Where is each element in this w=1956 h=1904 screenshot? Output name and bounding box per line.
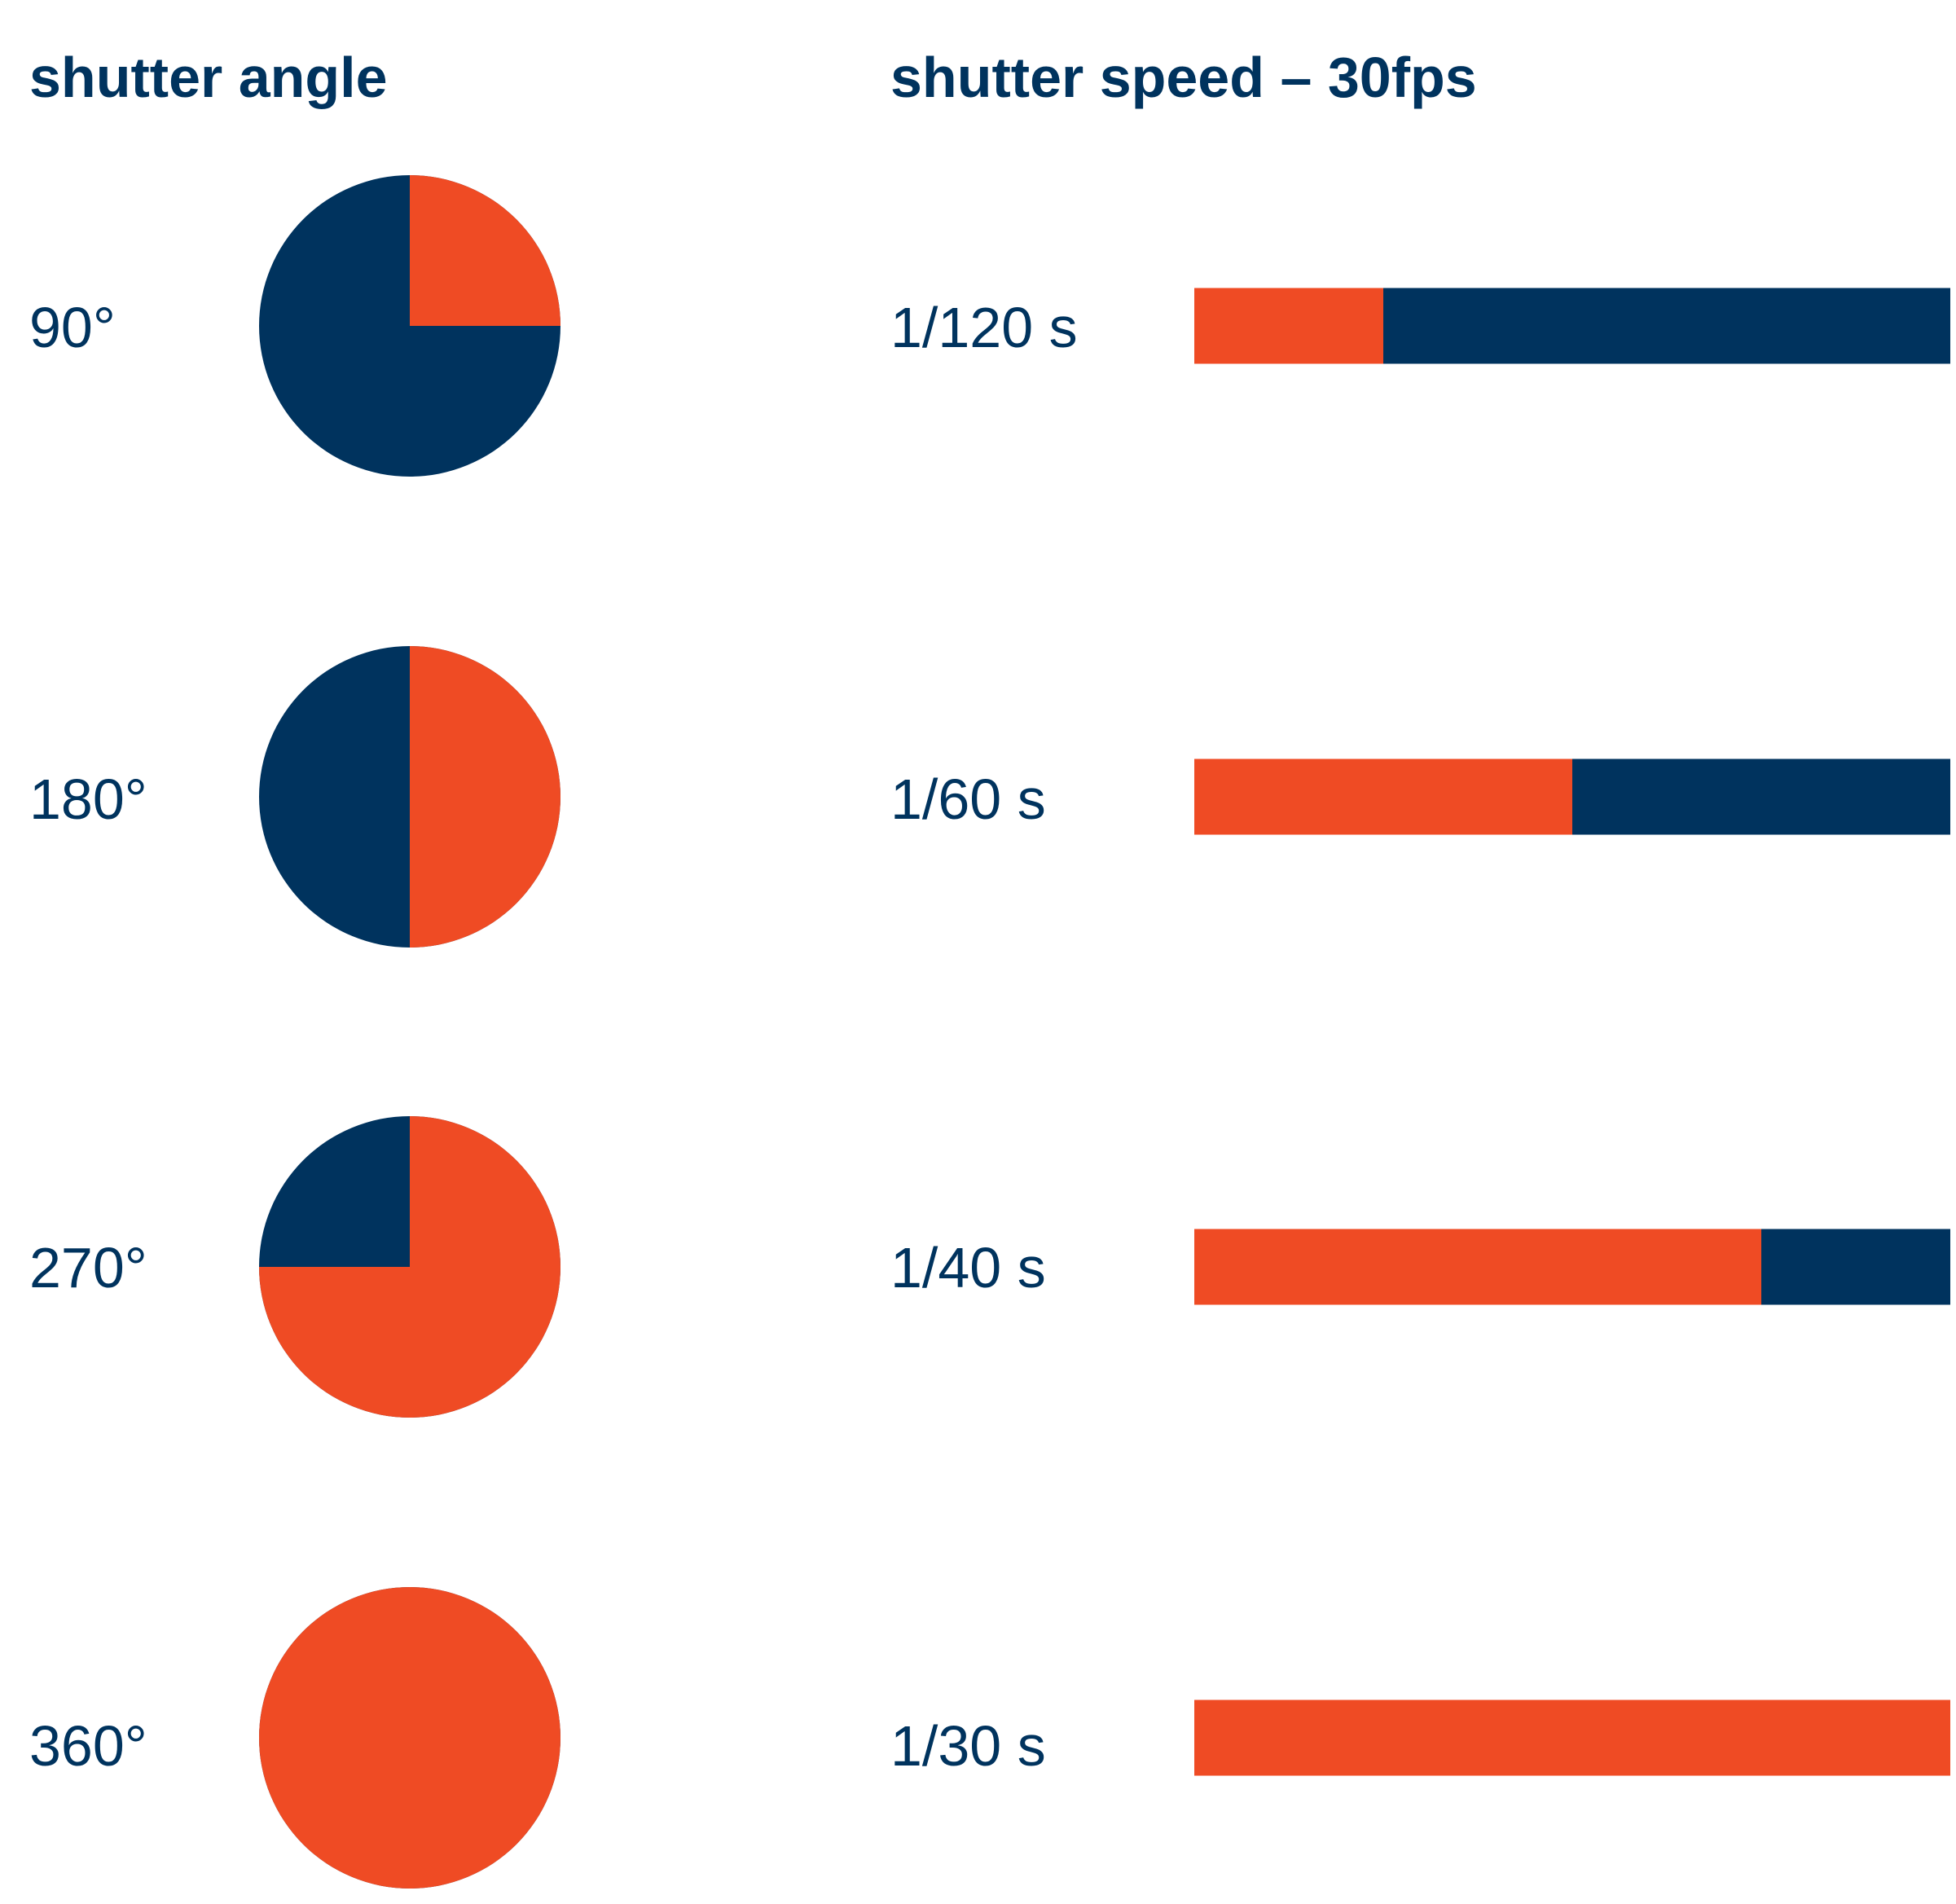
pie-open-sector [259, 1116, 560, 1418]
shutter-angle-heading: shutter angle [29, 46, 388, 109]
bar-open-segment [1194, 1700, 1950, 1776]
speed-label-1-30: 1/30 s [890, 1714, 1046, 1778]
bar-open-segment [1194, 1229, 1761, 1305]
exposure-bar-1-120 [1194, 288, 1950, 364]
shutter-pie-270 [259, 1116, 560, 1418]
exposure-bar-1-30 [1194, 1700, 1950, 1776]
shutter-speed-heading: shutter speed – 30fps [890, 46, 1477, 109]
bar-closed-segment [1761, 1229, 1950, 1305]
angle-label-180: 180° [29, 767, 147, 831]
bar-closed-segment [1383, 288, 1950, 364]
bar-open-segment [1194, 759, 1572, 835]
pie-open-sector [410, 175, 560, 326]
angle-label-360: 360° [29, 1714, 147, 1778]
bar-open-segment [1194, 288, 1383, 364]
speed-label-1-120: 1/120 s [890, 296, 1078, 359]
shutter-pie-90 [259, 175, 560, 477]
speed-label-1-60: 1/60 s [890, 767, 1046, 831]
shutter-pie-360 [259, 1587, 560, 1889]
angle-label-90: 90° [29, 296, 116, 359]
pie-open-sector [410, 646, 560, 948]
shutter-pie-180 [259, 646, 560, 948]
exposure-bar-1-40 [1194, 1229, 1950, 1305]
angle-label-270: 270° [29, 1236, 147, 1299]
speed-label-1-40: 1/40 s [890, 1236, 1046, 1299]
pie-open-sector [259, 1587, 560, 1889]
bar-closed-segment [1572, 759, 1950, 835]
exposure-bar-1-60 [1194, 759, 1950, 835]
